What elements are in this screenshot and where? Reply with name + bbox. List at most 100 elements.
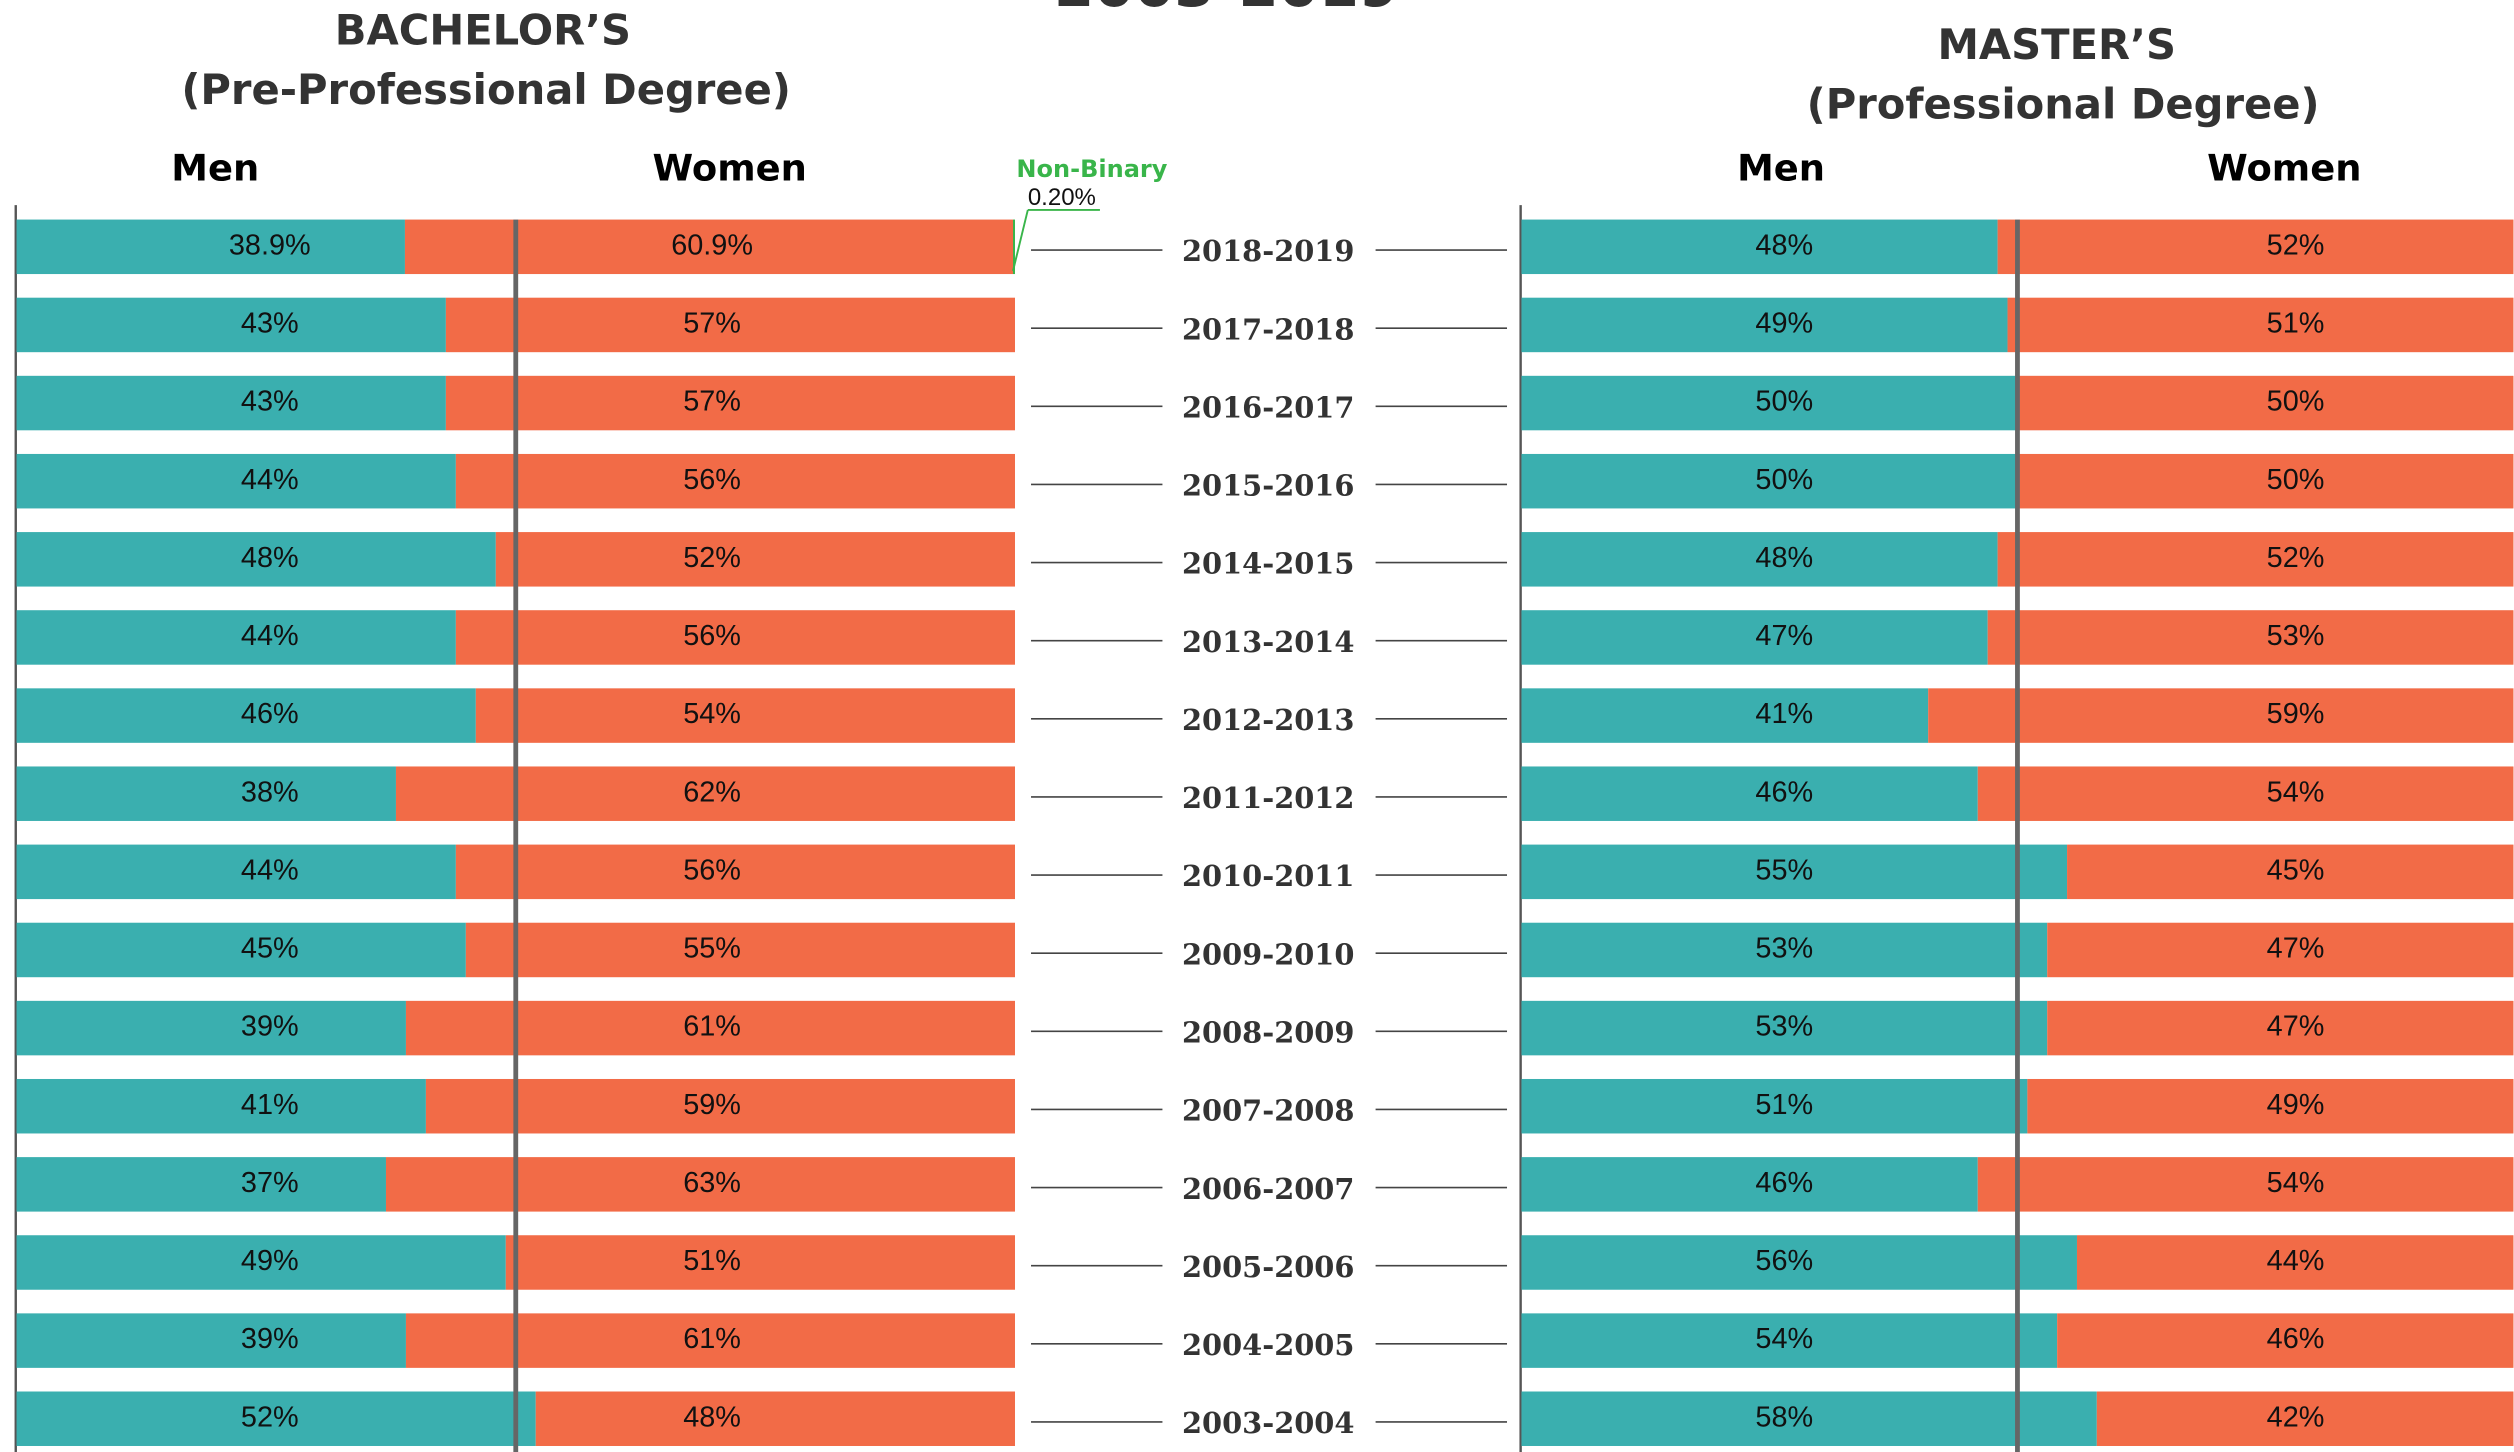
bar-segment <box>16 219 405 275</box>
bar-segment <box>495 532 1015 587</box>
bar-segment <box>1013 219 1015 275</box>
data-label: 63% <box>683 1167 741 1199</box>
data-label: 55% <box>683 933 741 965</box>
data-label: 59% <box>2267 698 2325 730</box>
data-label: 60.9% <box>671 229 753 261</box>
data-label: 49% <box>1755 308 1813 340</box>
bar-segment <box>2047 1000 2514 1056</box>
bar-segment <box>2007 297 2514 353</box>
data-label: 46% <box>1755 776 1813 808</box>
year-label: 2012-2013 <box>1182 703 1354 737</box>
data-label: 44% <box>241 854 299 886</box>
data-label: 58% <box>1755 1401 1813 1433</box>
data-label: 62% <box>683 776 741 808</box>
bar-segment <box>16 1313 406 1368</box>
year-label: 2005-2006 <box>1182 1250 1354 1284</box>
data-label: 44% <box>241 620 299 652</box>
bar-segment <box>16 1000 406 1056</box>
bar-segment <box>1521 1391 2097 1446</box>
data-label: 47% <box>2267 1011 2325 1043</box>
bar-segment <box>1521 297 2008 353</box>
data-label: 47% <box>1755 620 1813 652</box>
data-label: 55% <box>1755 854 1813 886</box>
bar-segment <box>2017 375 2514 431</box>
data-label: 52% <box>241 1401 299 1433</box>
data-label: 61% <box>683 1011 741 1043</box>
year-label: 2004-2005 <box>1182 1328 1354 1362</box>
data-label: 48% <box>241 542 299 574</box>
data-label: 41% <box>241 1089 299 1121</box>
bar-segment <box>2017 453 2514 509</box>
data-label: 44% <box>241 464 299 496</box>
bar-segment <box>2047 922 2514 978</box>
bar-segment <box>1997 532 2514 587</box>
bar-segment <box>1521 1000 2048 1056</box>
data-label: 49% <box>241 1245 299 1277</box>
bar-segment <box>16 1157 386 1212</box>
data-label: 56% <box>683 464 741 496</box>
bar-segment <box>16 532 496 587</box>
bar-segment <box>505 1235 1015 1290</box>
data-label: 37% <box>241 1167 299 1199</box>
bar-segment <box>535 1391 1015 1446</box>
legend-women: Women <box>653 146 807 189</box>
data-label: 57% <box>683 386 741 418</box>
data-label: 50% <box>1755 464 1813 496</box>
legend-men: Men <box>171 146 259 189</box>
data-label: 50% <box>2267 386 2325 418</box>
bar-segment <box>1521 844 2068 900</box>
left-subtitle: (Pre-Professional Degree) <box>181 65 790 114</box>
data-label: 56% <box>683 620 741 652</box>
bar-segment <box>1521 1235 2077 1290</box>
data-label: 50% <box>2267 464 2325 496</box>
bar-segment <box>405 1313 1015 1368</box>
right-title: MASTER’S <box>1937 20 2175 69</box>
data-label: 54% <box>2267 1167 2325 1199</box>
legend-men: Men <box>1737 146 1825 189</box>
bar-segment <box>405 1000 1015 1056</box>
data-label: 48% <box>1755 542 1813 574</box>
bar-segment <box>455 453 1015 509</box>
data-label: 52% <box>2267 542 2325 574</box>
data-label: 46% <box>1755 1167 1813 1199</box>
bar-segment <box>16 1235 506 1290</box>
right-subtitle: (Professional Degree) <box>1807 79 2320 128</box>
bar-segment <box>445 375 1016 431</box>
data-label: 53% <box>2267 620 2325 652</box>
data-label: 52% <box>683 542 741 574</box>
bar-segment <box>1521 375 2018 431</box>
bar-segment <box>1521 219 1998 275</box>
data-label: 43% <box>241 308 299 340</box>
data-label: 39% <box>241 1011 299 1043</box>
data-label: 43% <box>241 386 299 418</box>
data-label: 54% <box>1755 1323 1813 1355</box>
data-label: 53% <box>1755 933 1813 965</box>
data-label: 38.9% <box>229 229 311 261</box>
page-title: 2003-2019 <box>1054 0 1399 20</box>
bar-segment <box>1977 1157 2514 1212</box>
bar-segment <box>16 922 466 978</box>
data-label: 47% <box>2267 933 2325 965</box>
year-label: 2006-2007 <box>1182 1172 1354 1206</box>
left-title: BACHELOR’S <box>335 6 631 55</box>
data-label: 54% <box>2267 776 2325 808</box>
data-label: 51% <box>1755 1089 1813 1121</box>
bar-segment <box>16 375 446 431</box>
bar-segment <box>445 297 1016 353</box>
legend-women: Women <box>2207 146 2361 189</box>
bar-segment <box>1997 219 2514 275</box>
data-label: 38% <box>241 776 299 808</box>
year-label: 2016-2017 <box>1182 390 1354 424</box>
bar-segment <box>425 1078 1015 1134</box>
data-label: 53% <box>1755 1011 1813 1043</box>
data-label: 56% <box>683 854 741 886</box>
leader-line <box>1012 209 1029 272</box>
bar-segment <box>2076 1235 2514 1290</box>
bar-segment <box>16 1391 536 1446</box>
data-label: 51% <box>2267 308 2325 340</box>
data-label: 52% <box>2267 229 2325 261</box>
bar-segment <box>16 610 456 665</box>
bar-segment <box>1521 453 2018 509</box>
bar-segment <box>2057 1313 2514 1368</box>
bar-segment <box>1928 688 2514 743</box>
